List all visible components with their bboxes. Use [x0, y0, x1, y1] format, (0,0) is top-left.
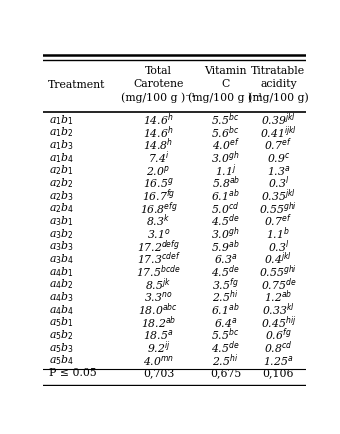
- Text: 1.1$^b$: 1.1$^b$: [267, 226, 290, 242]
- Text: a$_1$b$_1$: a$_1$b$_1$: [49, 113, 74, 127]
- Text: a$_3$b$_3$: a$_3$b$_3$: [49, 240, 74, 253]
- Text: 0,106: 0,106: [262, 368, 294, 378]
- Text: a$_3$b$_2$: a$_3$b$_2$: [49, 227, 74, 241]
- Text: a$_2$b$_4$: a$_2$b$_4$: [49, 202, 74, 215]
- Text: a$_1$b$_2$: a$_1$b$_2$: [49, 125, 74, 139]
- Text: a$_4$b$_4$: a$_4$b$_4$: [49, 303, 74, 317]
- Text: 8.3$^k$: 8.3$^k$: [147, 213, 170, 230]
- Text: 2.5$^{hi}$: 2.5$^{hi}$: [212, 352, 239, 369]
- Text: 5.0$^{cd}$: 5.0$^{cd}$: [211, 200, 240, 217]
- Text: 1.3$^a$: 1.3$^a$: [267, 164, 290, 178]
- Text: a$_4$b$_3$: a$_4$b$_3$: [49, 290, 74, 304]
- Text: 0.3$^l$: 0.3$^l$: [268, 175, 289, 191]
- Text: Total
Carotene
(mg/100 g )⁻¹: Total Carotene (mg/100 g )⁻¹: [121, 66, 196, 103]
- Text: 2.5$^{hi}$: 2.5$^{hi}$: [212, 289, 239, 306]
- Text: 5.5$^{bc}$: 5.5$^{bc}$: [211, 327, 240, 343]
- Text: 0.55$^{ghi}$: 0.55$^{ghi}$: [259, 200, 298, 217]
- Text: 3.0$^{gh}$: 3.0$^{gh}$: [211, 226, 240, 242]
- Text: 18.5$^a$: 18.5$^a$: [143, 328, 174, 342]
- Text: 5.5$^{bc}$: 5.5$^{bc}$: [211, 112, 240, 128]
- Text: 7.4$^i$: 7.4$^i$: [148, 150, 169, 166]
- Text: 2.0$^p$: 2.0$^p$: [147, 164, 170, 178]
- Text: 0.4$^{jkl}$: 0.4$^{jkl}$: [264, 251, 292, 267]
- Text: a$_1$b$_3$: a$_1$b$_3$: [49, 138, 74, 152]
- Text: 18.2$^{ab}$: 18.2$^{ab}$: [141, 314, 176, 331]
- Text: 0.6$^{fg}$: 0.6$^{fg}$: [265, 327, 292, 343]
- Text: 0.7$^{ef}$: 0.7$^{ef}$: [265, 213, 292, 230]
- Text: 16.5$^g$: 16.5$^g$: [143, 176, 174, 190]
- Text: 1.2$^{ab}$: 1.2$^{ab}$: [264, 289, 292, 306]
- Text: 17.5$^{bcde}$: 17.5$^{bcde}$: [136, 263, 181, 280]
- Text: 4.0$^{mn}$: 4.0$^{mn}$: [143, 354, 174, 368]
- Text: a$_5$b$_2$: a$_5$b$_2$: [49, 328, 74, 342]
- Text: Vitamin
C
(mg/100 g )⁻¹: Vitamin C (mg/100 g )⁻¹: [188, 66, 263, 103]
- Text: 5.9$^{ab}$: 5.9$^{ab}$: [211, 238, 240, 255]
- Text: 1.25$^a$: 1.25$^a$: [263, 354, 293, 368]
- Text: 0.8$^{cd}$: 0.8$^{cd}$: [264, 339, 292, 356]
- Text: a$_5$b$_1$: a$_5$b$_1$: [49, 316, 74, 329]
- Text: 14.8$^h$: 14.8$^h$: [143, 137, 173, 154]
- Text: a$_2$b$_3$: a$_2$b$_3$: [49, 189, 74, 203]
- Text: 3.5$^{fg}$: 3.5$^{fg}$: [212, 276, 239, 293]
- Text: 0.41$^{ijkl}$: 0.41$^{ijkl}$: [260, 124, 297, 141]
- Text: 16.8$^{efg}$: 16.8$^{efg}$: [139, 200, 177, 217]
- Text: 0.39$^{jkl}$: 0.39$^{jkl}$: [261, 112, 296, 128]
- Text: a$_2$b$_1$: a$_2$b$_1$: [49, 164, 74, 178]
- Text: 1.1$^j$: 1.1$^j$: [215, 162, 236, 179]
- Text: 3.3$^{no}$: 3.3$^{no}$: [144, 290, 173, 304]
- Text: 17.2$^{defg}$: 17.2$^{defg}$: [137, 238, 180, 255]
- Text: P ≤ 0.05: P ≤ 0.05: [49, 368, 97, 378]
- Text: a$_3$b$_4$: a$_3$b$_4$: [49, 252, 74, 266]
- Text: 4.0$^{ef}$: 4.0$^{ef}$: [212, 137, 239, 154]
- Text: 0,675: 0,675: [210, 368, 241, 378]
- Text: 6.3$^a$: 6.3$^a$: [214, 252, 237, 266]
- Text: 14.6$^h$: 14.6$^h$: [143, 112, 174, 128]
- Text: 6.1$^{ab}$: 6.1$^{ab}$: [211, 187, 240, 204]
- Text: 0.33$^{kl}$: 0.33$^{kl}$: [262, 302, 295, 318]
- Text: 0.9$^c$: 0.9$^c$: [267, 151, 290, 165]
- Text: 0.7$^{ef}$: 0.7$^{ef}$: [265, 137, 292, 154]
- Text: 6.1$^{ab}$: 6.1$^{ab}$: [211, 302, 240, 318]
- Text: 4.5$^{de}$: 4.5$^{de}$: [211, 263, 240, 280]
- Text: 9.2$^{ij}$: 9.2$^{ij}$: [147, 339, 170, 356]
- Text: Treatment: Treatment: [48, 80, 105, 90]
- Text: 14.6$^h$: 14.6$^h$: [143, 124, 174, 141]
- Text: a$_1$b$_4$: a$_1$b$_4$: [49, 151, 74, 165]
- Text: 3.1$^o$: 3.1$^o$: [147, 227, 170, 241]
- Text: 6.4$^a$: 6.4$^a$: [214, 316, 237, 329]
- Text: a$_4$b$_1$: a$_4$b$_1$: [49, 265, 74, 279]
- Text: 17.3$^{cdef}$: 17.3$^{cdef}$: [137, 251, 180, 267]
- Text: Titratable
acidity
(mg/100 g): Titratable acidity (mg/100 g): [248, 66, 309, 103]
- Text: 8.5$^{jk}$: 8.5$^{jk}$: [145, 276, 172, 293]
- Text: 18.0$^{abc}$: 18.0$^{abc}$: [138, 302, 178, 318]
- Text: 5.6$^{bc}$: 5.6$^{bc}$: [211, 124, 240, 141]
- Text: a$_4$b$_2$: a$_4$b$_2$: [49, 278, 74, 291]
- Text: 3.0$^{gh}$: 3.0$^{gh}$: [211, 150, 240, 166]
- Text: 0,703: 0,703: [143, 368, 174, 378]
- Text: 0.55$^{ghi}$: 0.55$^{ghi}$: [259, 263, 298, 280]
- Text: a$_5$b$_3$: a$_5$b$_3$: [49, 341, 74, 355]
- Text: 0.35$^{jkl}$: 0.35$^{jkl}$: [261, 187, 296, 204]
- Text: 5.8$^{ab}$: 5.8$^{ab}$: [211, 175, 240, 191]
- Text: a$_3$b$_1$: a$_3$b$_1$: [49, 214, 74, 228]
- Text: 0.75$^{de}$: 0.75$^{de}$: [260, 276, 296, 293]
- Text: 4.5$^{de}$: 4.5$^{de}$: [211, 339, 240, 356]
- Text: 0.3$^l$: 0.3$^l$: [268, 238, 289, 255]
- Text: 4.5$^{de}$: 4.5$^{de}$: [211, 213, 240, 230]
- Text: 0.45$^{hij}$: 0.45$^{hij}$: [261, 314, 296, 331]
- Text: a$_2$b$_2$: a$_2$b$_2$: [49, 176, 74, 190]
- Text: 16.7$^{fg}$: 16.7$^{fg}$: [142, 187, 175, 204]
- Text: a$_5$b$_4$: a$_5$b$_4$: [49, 354, 74, 368]
